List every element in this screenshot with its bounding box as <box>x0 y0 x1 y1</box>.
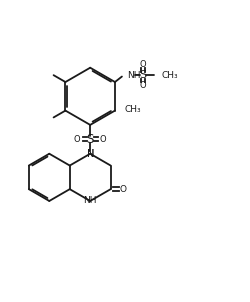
Text: NH: NH <box>84 197 97 205</box>
Text: N: N <box>86 149 94 159</box>
Text: NH: NH <box>128 71 141 79</box>
Text: CH₃: CH₃ <box>124 105 141 114</box>
Text: O: O <box>120 185 126 194</box>
Text: S: S <box>86 133 94 146</box>
Text: O: O <box>140 60 146 69</box>
Text: CH₃: CH₃ <box>162 71 178 79</box>
Text: S: S <box>140 70 146 80</box>
Text: O: O <box>74 135 80 144</box>
Text: O: O <box>140 81 146 90</box>
Text: O: O <box>100 135 106 144</box>
Text: N: N <box>86 149 94 159</box>
